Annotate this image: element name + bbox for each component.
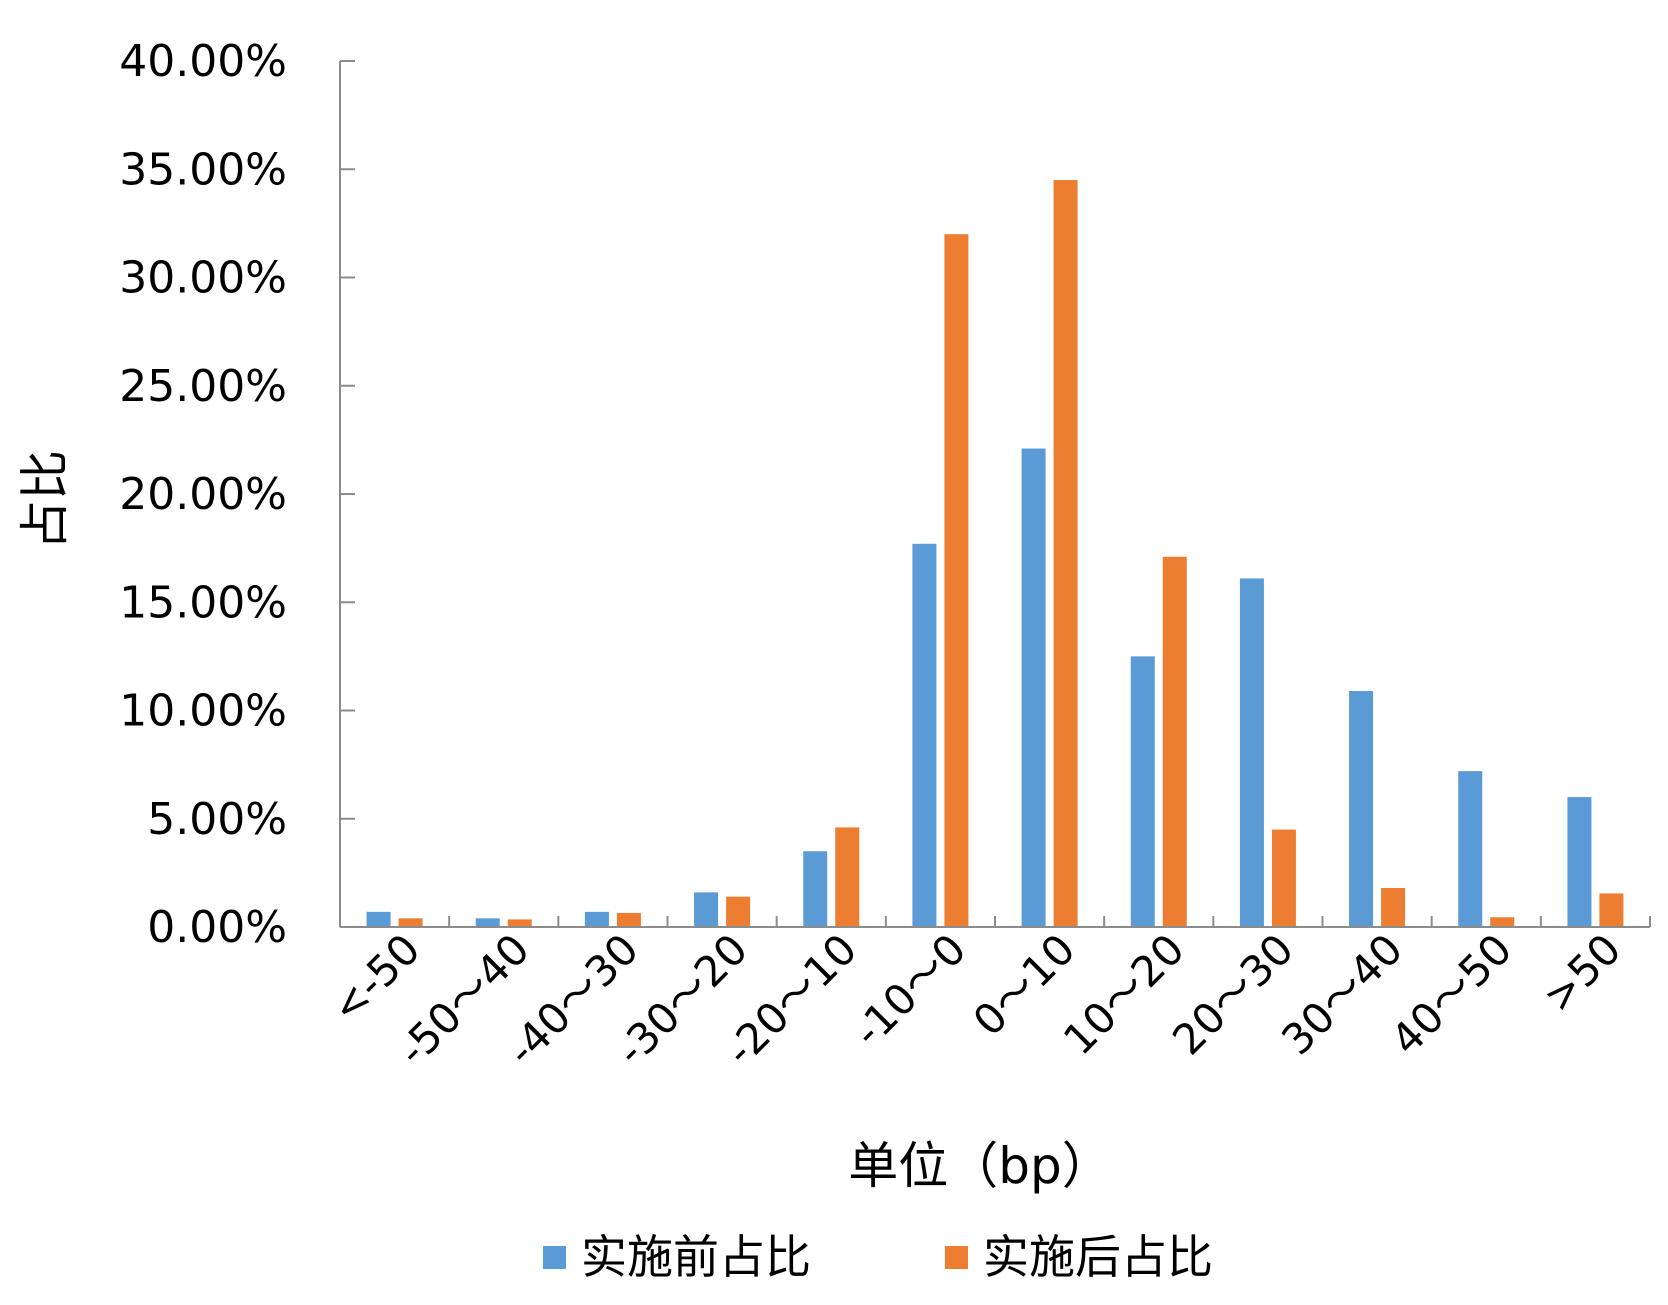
y-tick-label: 5.00% xyxy=(147,794,287,845)
y-tick-label: 25.00% xyxy=(119,361,287,412)
bar-before xyxy=(475,918,500,927)
bar-before xyxy=(1567,797,1592,927)
bar-before xyxy=(1239,578,1264,927)
bar-before xyxy=(1458,771,1483,927)
y-tick-label: 30.00% xyxy=(119,253,287,304)
legend: 实施前占比 实施后占比 xyxy=(543,1230,1213,1284)
y-tick-label: 20.00% xyxy=(119,469,287,520)
bar-after xyxy=(1490,917,1515,927)
y-axis-title: 占比 xyxy=(16,450,74,550)
legend-swatch xyxy=(543,1246,566,1269)
bar-after xyxy=(835,827,860,927)
y-tick-label: 15.00% xyxy=(119,577,287,628)
bar-before xyxy=(912,543,937,927)
bar-before xyxy=(803,851,828,927)
axes-layer xyxy=(339,60,1651,928)
bar-after xyxy=(616,912,641,927)
bar-before xyxy=(1021,448,1046,927)
bar-after xyxy=(1271,829,1296,927)
x-tick-label: >50 xyxy=(1533,924,1630,1021)
legend-label: 实施前占比 xyxy=(581,1230,811,1284)
y-tick-label: 40.00% xyxy=(119,36,287,87)
y-tick-label: 0.00% xyxy=(147,902,287,953)
bar-before xyxy=(584,911,609,927)
bar-before xyxy=(1130,656,1155,927)
legend-label: 实施后占比 xyxy=(983,1230,1213,1284)
x-tick-label: 30～40 xyxy=(1272,924,1412,1064)
y-tick-label: 10.00% xyxy=(119,686,287,737)
bar-after xyxy=(1381,888,1406,927)
legend-swatch xyxy=(945,1246,968,1269)
bar-after xyxy=(507,919,532,927)
x-axis-title: 单位（bp） xyxy=(848,1137,1111,1195)
bar-after xyxy=(398,918,423,927)
x-tick-label: 10～20 xyxy=(1054,924,1194,1064)
x-tick-label: 40～50 xyxy=(1381,924,1521,1064)
y-tick-label: 35.00% xyxy=(119,144,287,195)
bar-after xyxy=(944,234,969,927)
bar-before xyxy=(1349,691,1374,927)
bars-layer xyxy=(366,180,1624,927)
x-tick-label: -10～0 xyxy=(844,924,976,1056)
x-tick-label: 20～30 xyxy=(1163,924,1303,1064)
bar-after xyxy=(1599,893,1624,927)
bar-before xyxy=(694,892,719,927)
bar-before xyxy=(366,911,391,927)
bar-after xyxy=(1053,180,1078,927)
bar-after xyxy=(726,896,751,927)
bar-after xyxy=(1162,556,1187,927)
